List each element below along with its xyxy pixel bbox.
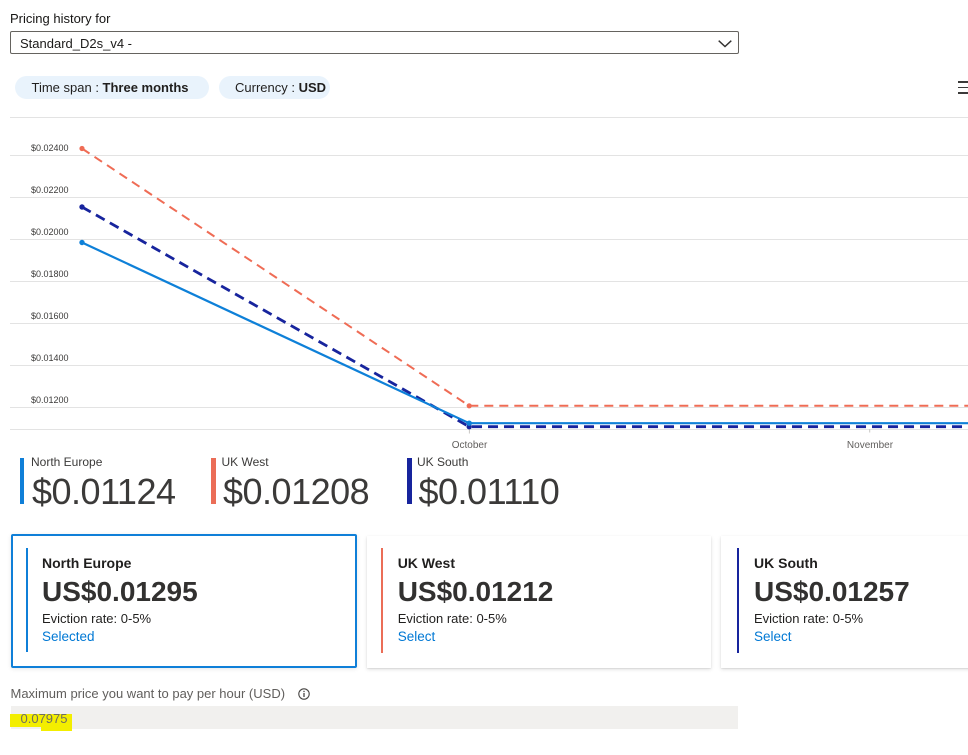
svg-text:$0.02000: $0.02000 [31, 227, 69, 237]
svg-text:November: November [847, 440, 894, 451]
svg-text:$0.01200: $0.01200 [31, 395, 69, 405]
svg-text:$0.01400: $0.01400 [31, 353, 69, 363]
svg-text:$0.01600: $0.01600 [31, 311, 69, 321]
svg-text:$0.02200: $0.02200 [31, 185, 69, 195]
svg-text:$0.01800: $0.01800 [31, 269, 69, 279]
svg-text:October: October [452, 440, 488, 451]
svg-text:$0.02400: $0.02400 [31, 143, 69, 153]
